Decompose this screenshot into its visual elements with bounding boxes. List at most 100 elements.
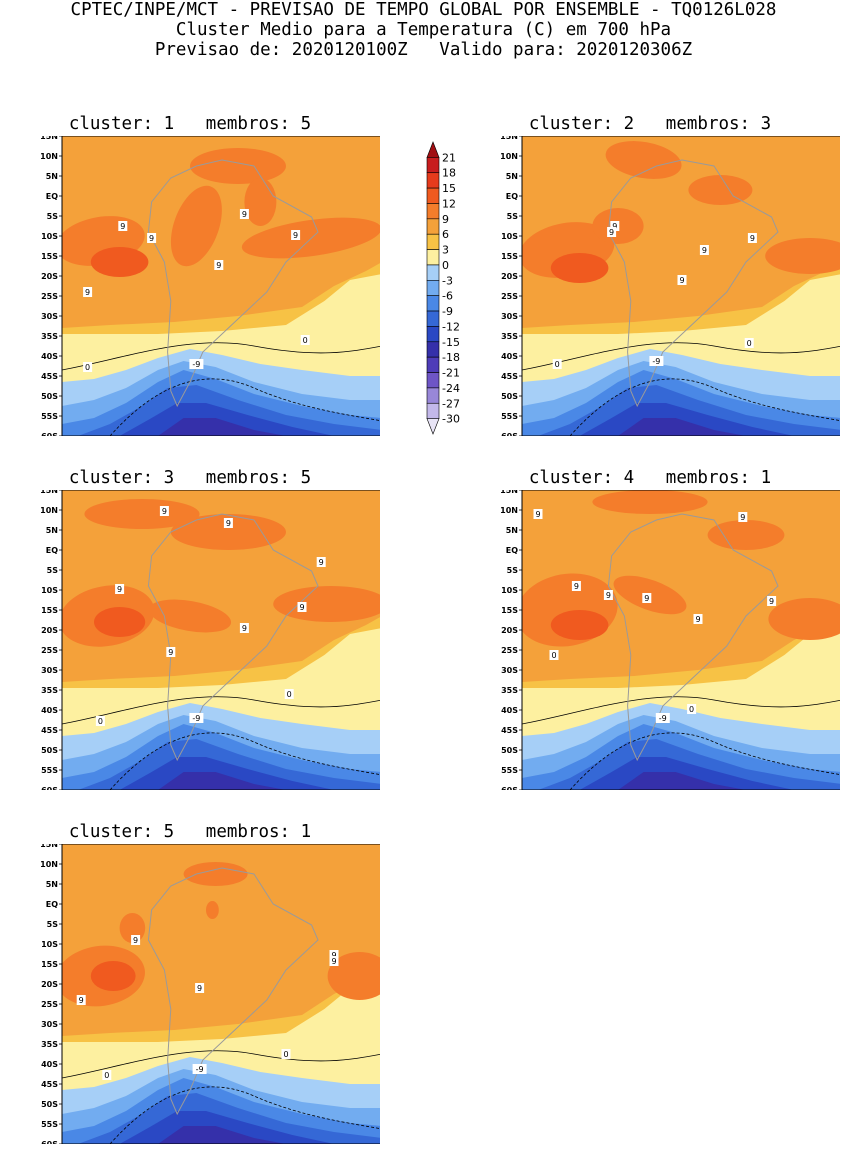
lat-label: 50S: [501, 746, 518, 755]
legend-value: 0: [442, 259, 449, 272]
contour-label-box: [189, 359, 204, 369]
contour-label: 9: [242, 624, 247, 633]
contour-label-box: [699, 245, 709, 255]
plot-frame: [61, 844, 380, 1144]
lat-label: 10S: [501, 232, 518, 241]
temperature-map: 15N 10N 5N EQ 5S 10S 15S 20S 25S 30S 35S 40S 45S 50S 5…: [460, 490, 840, 790]
lat-label: 55S: [41, 412, 58, 421]
cluster-panel-3: cluster: 3 membros: 5 15N 10N 5N EQ 5S 10S 15S…: [0, 468, 380, 798]
contour-label-box: [603, 590, 613, 600]
legend-value: -24: [442, 382, 460, 395]
contour-label: 9: [740, 513, 745, 522]
warm-region: [170, 185, 222, 267]
warm-region: [768, 598, 840, 640]
lat-label: 30S: [501, 312, 518, 321]
plot-frame: [521, 136, 840, 436]
temperature-map: 15N 10N 5N EQ 5S 10S 15S 20S 25S 30S 35S 40S 45S 50S 5…: [0, 490, 380, 790]
contour-label-box: [316, 557, 326, 567]
contour-label: 9: [162, 507, 167, 516]
contour-label-box: [223, 518, 233, 528]
color-legend: 21 18 15 12 9 6 3 0 -3 -6 -9 -12 -15 -18 -21 -24 -27 -30: [423, 134, 483, 444]
lat-label: 35S: [41, 686, 58, 695]
lat-label: 15N: [500, 490, 518, 495]
lat-label: 40S: [41, 352, 58, 361]
lat-label: 5S: [47, 212, 59, 221]
warm-region: [190, 148, 286, 184]
lat-label: 40S: [41, 1060, 58, 1069]
cluster-panel-1: cluster: 1 membros: 5 15N 10N 5N EQ 5S 10S 15S…: [0, 114, 380, 444]
warm-region: [550, 610, 609, 640]
legend-value: -15: [442, 336, 460, 349]
lat-label: 20S: [41, 626, 58, 635]
lat-label: 15N: [40, 136, 58, 141]
cold-band: [62, 1126, 380, 1144]
lat-label: 10S: [41, 232, 58, 241]
contour-label-box: [744, 338, 754, 348]
contour-label-box: [195, 983, 205, 993]
legend-value: -18: [442, 351, 460, 364]
axes: 15N 10N 5N EQ 5S 10S 15S 20S 25S 30S 35S 40S 45S 50S 5…: [40, 490, 62, 790]
temperature-map: 15N 10N 5N EQ 5S 10S 15S 20S 25S 30S 35S 40S 45S 50S 5…: [0, 844, 380, 1144]
contour-label-box: [549, 650, 559, 660]
lat-label: 5N: [506, 526, 518, 535]
subtitle-variable: Cluster Medio para a Temperatura (C) em …: [175, 20, 672, 40]
cold-band: [62, 772, 380, 790]
lat-label: 35S: [41, 332, 58, 341]
contour-label-box: [747, 233, 757, 243]
legend-swatch: [426, 310, 440, 327]
lat-label: 45S: [41, 726, 58, 735]
cold-band: [522, 403, 840, 436]
contour-label-box: [642, 593, 652, 603]
lat-label: 5S: [47, 920, 59, 929]
cold-band: [62, 418, 380, 436]
contour-label: 9: [293, 231, 298, 240]
contour-label-box: [189, 713, 204, 723]
lat-label: 60S: [501, 786, 518, 790]
contour-label: -9: [192, 714, 200, 723]
south-america-outline: [147, 867, 319, 1116]
contour-label: 0: [104, 1071, 109, 1080]
contour-label: -9: [652, 357, 660, 366]
panel-title: cluster: 5 membros: 1: [68, 822, 312, 842]
cold-band: [62, 757, 380, 790]
lat-label: 45S: [501, 372, 518, 381]
legend-swatch: [426, 187, 440, 204]
cluster-panel-2: cluster: 2 membros: 3 15N 10N 5N EQ 5S 10S 15S…: [460, 114, 840, 444]
lat-label: 15N: [40, 490, 58, 495]
lat-label: EQ: [46, 546, 58, 555]
lat-label: EQ: [46, 900, 58, 909]
warm-region: [707, 520, 785, 550]
contour-label: 9: [644, 594, 649, 603]
lat-label: 5N: [46, 172, 58, 181]
contour-label: 9: [242, 210, 247, 219]
cluster-panel-5: cluster: 5 membros: 1 15N 10N 5N EQ 5S 10S 15S…: [0, 822, 380, 1152]
legend-swatch: [426, 418, 440, 435]
lat-label: 50S: [501, 392, 518, 401]
lat-label: 15S: [501, 606, 518, 615]
contour-label-box: [649, 356, 664, 366]
cold-band: [62, 403, 380, 436]
lat-label: 10S: [41, 940, 58, 949]
contour-label-box: [83, 362, 93, 372]
temperature-field: [62, 844, 380, 1144]
lat-label: 60S: [501, 432, 518, 436]
contour-label-box: [115, 584, 125, 594]
warm-region: [592, 490, 708, 514]
contour-label-box: [767, 596, 777, 606]
contour-label-box: [329, 956, 339, 966]
contour-label: 0: [551, 651, 556, 660]
temperature-field: [62, 490, 380, 790]
lat-label: 55S: [501, 412, 518, 421]
legend-value: -21: [442, 367, 460, 380]
contour-minus9: [569, 732, 840, 790]
contour-label: 9: [769, 597, 774, 606]
contour-label: 9: [702, 246, 707, 255]
contour-label-box: [95, 716, 105, 726]
contour-label: 9: [197, 984, 202, 993]
main-title: CPTEC/INPE/MCT - PREVISAO DE TEMPO GLOBA…: [70, 0, 777, 20]
contour-label: -9: [196, 1065, 204, 1074]
contour-label: 9: [133, 936, 138, 945]
lat-label: 35S: [501, 686, 518, 695]
contour-label-box: [118, 221, 128, 231]
warm-region: [273, 586, 380, 622]
